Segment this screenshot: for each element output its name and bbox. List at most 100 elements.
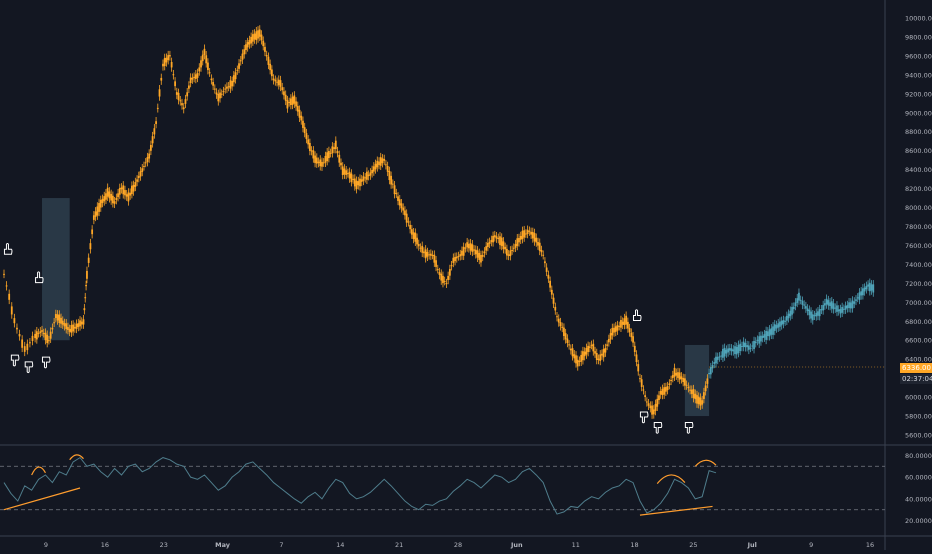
teal-candle bbox=[855, 299, 857, 301]
teal-candle bbox=[868, 282, 871, 292]
time-x-axis[interactable]: 9 16 23 May 7 14 21 28 Jun 11 18 25 Jul 9 16 bbox=[44, 541, 874, 549]
orange-candle bbox=[85, 285, 87, 287]
hand-shape bbox=[3, 242, 13, 255]
orange-candle bbox=[207, 62, 209, 71]
orange-candle bbox=[582, 351, 584, 361]
time-tick-label: 21 bbox=[395, 541, 403, 549]
teal-candle bbox=[760, 335, 762, 342]
time-tick-label: May bbox=[215, 541, 231, 549]
orange-candle bbox=[689, 389, 691, 391]
orange-candle bbox=[215, 92, 218, 95]
orange-candle bbox=[609, 333, 612, 340]
teal-candle bbox=[732, 349, 735, 352]
orange-candle bbox=[621, 321, 624, 325]
orange-candle bbox=[393, 185, 396, 195]
orange-candle bbox=[450, 265, 453, 267]
price-tick-label: 5800.00 bbox=[905, 413, 932, 421]
orange-candle bbox=[599, 354, 602, 361]
hand-pointer-icon bbox=[3, 242, 13, 255]
orange-candle bbox=[587, 345, 590, 353]
orange-candle bbox=[51, 327, 54, 330]
rsi-tick-label: 60.0000 bbox=[905, 474, 932, 482]
orange-candle bbox=[433, 254, 436, 263]
orange-candle bbox=[162, 63, 164, 67]
orange-candle bbox=[469, 243, 472, 251]
orange-candle bbox=[132, 184, 135, 192]
orange-candle bbox=[226, 86, 228, 89]
orange-candle bbox=[329, 152, 332, 154]
orange-candle bbox=[18, 334, 21, 337]
teal-candle bbox=[716, 356, 719, 360]
price-y-axis[interactable]: 10000.00 9800.00 9600.00 9400.00 9200.00 9000… bbox=[905, 15, 932, 440]
orange-candle bbox=[480, 254, 482, 263]
teal-candle bbox=[832, 303, 835, 310]
teal-candle bbox=[791, 307, 793, 315]
orange-candle bbox=[210, 78, 213, 81]
orange-candle bbox=[53, 322, 56, 324]
orange-candle bbox=[238, 63, 240, 69]
orange-candle bbox=[203, 48, 206, 56]
rsi-pane[interactable] bbox=[0, 454, 932, 537]
orange-candle bbox=[35, 331, 38, 340]
orange-candle bbox=[122, 185, 125, 195]
teal-candle bbox=[803, 304, 806, 306]
orange-candle bbox=[620, 320, 622, 328]
teal-candle bbox=[796, 298, 799, 303]
teal-candle bbox=[806, 308, 809, 312]
orange-candle bbox=[101, 198, 104, 204]
orange-candle bbox=[243, 49, 246, 55]
orange-candle bbox=[201, 54, 204, 62]
orange-candle bbox=[504, 246, 507, 250]
divergence-line bbox=[639, 505, 713, 516]
orange-candle bbox=[614, 326, 617, 332]
teal-candle bbox=[839, 309, 842, 314]
orange-candle bbox=[117, 193, 119, 198]
orange-candle bbox=[431, 254, 434, 256]
rsi-y-axis[interactable]: 80.0000 60.0000 40.0000 20.0000 bbox=[905, 452, 932, 525]
orange-candle bbox=[409, 224, 412, 230]
orange-candle bbox=[41, 330, 43, 332]
orange-candle bbox=[80, 321, 83, 325]
orange-candle bbox=[474, 249, 477, 255]
orange-candle bbox=[514, 244, 517, 248]
orange-candle bbox=[386, 165, 389, 172]
orange-candle bbox=[588, 346, 591, 348]
price-tick-label: 7800.00 bbox=[905, 223, 932, 231]
orange-candle bbox=[106, 187, 109, 197]
orange-candle bbox=[448, 269, 451, 276]
orange-candle bbox=[46, 334, 49, 344]
orange-candle bbox=[37, 333, 40, 335]
orange-candle bbox=[322, 162, 325, 164]
orange-candle bbox=[208, 72, 211, 74]
teal-candle bbox=[768, 329, 771, 337]
orange-candle bbox=[348, 171, 351, 179]
orange-candle bbox=[661, 388, 664, 396]
orange-candle bbox=[397, 196, 399, 201]
orange-candle bbox=[170, 61, 173, 68]
price-tick-label: 8200.00 bbox=[905, 185, 932, 193]
teal-candle bbox=[837, 309, 840, 312]
orange-candle bbox=[65, 323, 68, 330]
teal-candle bbox=[872, 284, 875, 293]
orange-candle bbox=[549, 280, 552, 288]
hand-pointer-icon bbox=[10, 354, 20, 367]
orange-candle bbox=[478, 252, 481, 260]
orange-candle bbox=[99, 199, 102, 208]
orange-candle bbox=[283, 91, 285, 96]
orange-candle bbox=[331, 146, 334, 154]
orange-candle bbox=[379, 157, 382, 166]
orange-candle bbox=[314, 155, 316, 163]
orange-candle bbox=[229, 80, 232, 89]
orange-candle bbox=[355, 180, 358, 190]
orange-candle bbox=[687, 386, 690, 389]
orange-candle bbox=[75, 323, 78, 329]
orange-candle bbox=[136, 179, 138, 182]
orange-candle bbox=[542, 254, 545, 256]
orange-candle bbox=[345, 170, 348, 175]
teal-candle bbox=[728, 348, 731, 351]
orange-candle bbox=[248, 40, 251, 45]
